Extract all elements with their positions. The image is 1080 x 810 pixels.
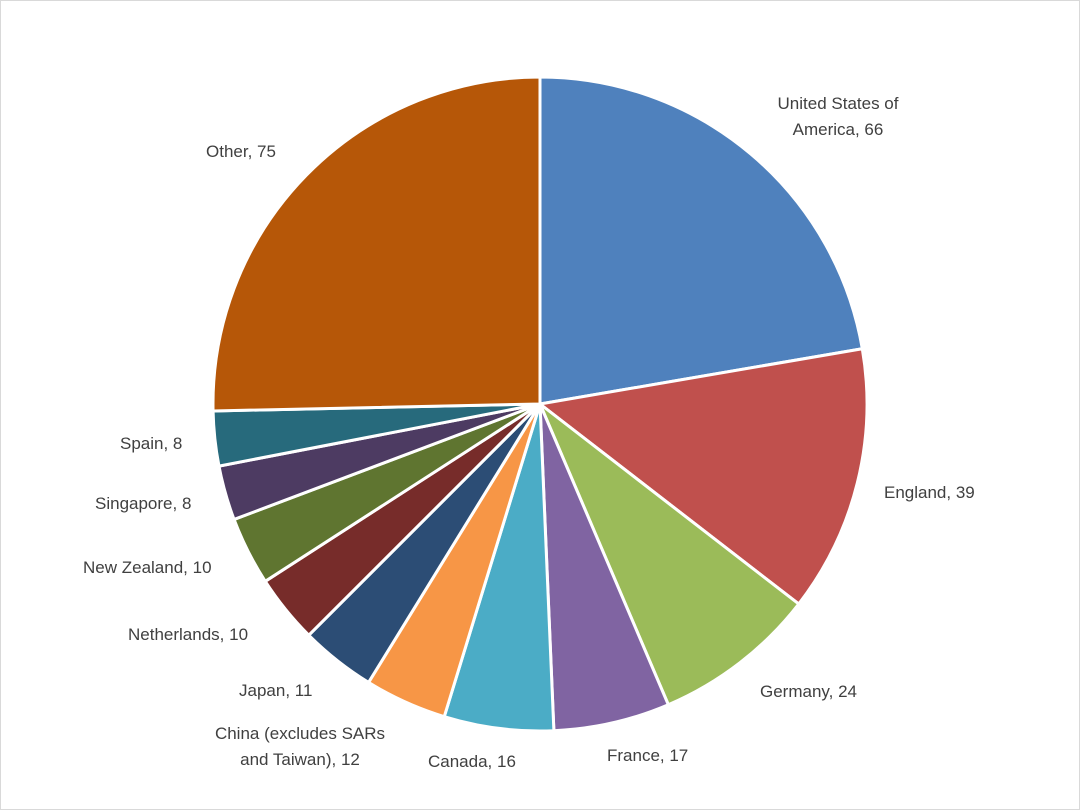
label-china-line1: China (excludes SARs (215, 724, 385, 743)
label-england: England, 39 (884, 483, 975, 502)
label-germany: Germany, 24 (760, 682, 857, 701)
label-new-zealand: New Zealand, 10 (83, 558, 212, 577)
label-other: Other, 75 (206, 142, 276, 161)
pie-slices (211, 75, 869, 733)
pie-slice-other (211, 75, 542, 413)
label-singapore: Singapore, 8 (95, 494, 191, 513)
label-japan: Japan, 11 (239, 681, 312, 700)
label-china-line2: and Taiwan), 12 (240, 750, 360, 769)
pie-slice-germany (538, 402, 801, 707)
label-usa-line2: America, 66 (793, 120, 884, 139)
label-usa-line1: United States of (778, 94, 899, 113)
label-france: France, 17 (607, 746, 688, 765)
pie-slice-england (538, 347, 869, 606)
pie-slice-united-states-of-america (538, 75, 864, 406)
label-netherlands: Netherlands, 10 (128, 625, 248, 644)
label-canada: Canada, 16 (428, 752, 516, 771)
label-spain: Spain, 8 (120, 434, 182, 453)
